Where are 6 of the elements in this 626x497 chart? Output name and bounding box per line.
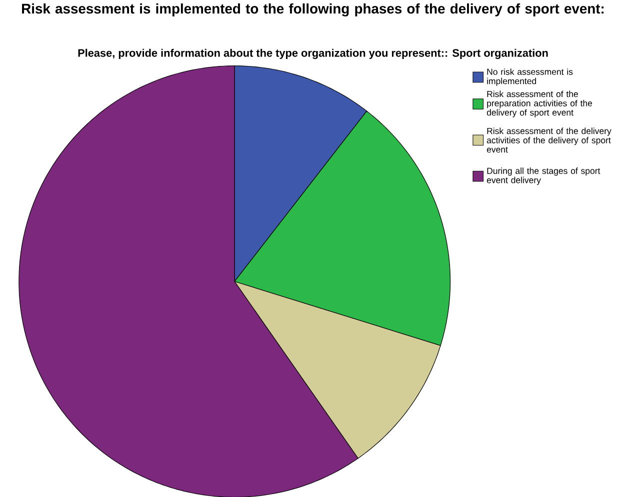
chart-title: Risk assessment is implemented to the following phases of the delivery of sport event:	[22, 3, 604, 16]
chart-subtitle: Please, provide information about the type organization you represent:: Sport organization	[78, 48, 548, 59]
legend-label: During all the stages of sport event delivery	[486, 167, 600, 185]
legend-label: Risk assessment of the preparation activities of the delivery of sport event	[486, 90, 592, 118]
legend-label: Risk assessment of the delivery activities of the delivery of sport event	[486, 127, 612, 152]
legend-label: No risk assessment is implemented	[487, 68, 573, 86]
